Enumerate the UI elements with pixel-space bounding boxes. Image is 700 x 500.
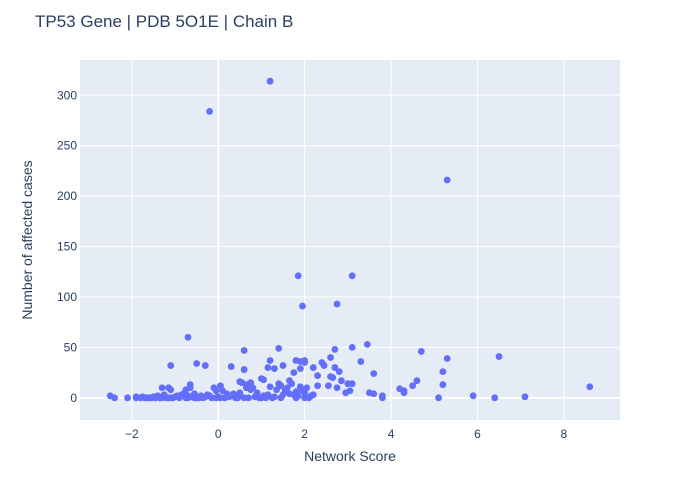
data-point <box>443 355 451 362</box>
data-point <box>201 362 209 369</box>
data-point <box>227 363 235 370</box>
data-points <box>106 77 594 402</box>
x-tick-label: 4 <box>388 427 395 441</box>
data-point <box>469 392 477 400</box>
data-point <box>296 365 304 372</box>
data-point <box>286 377 293 385</box>
data-point <box>206 108 214 115</box>
data-point <box>264 364 272 371</box>
data-point <box>193 360 201 367</box>
x-tick-label: 8 <box>560 427 567 441</box>
data-point <box>186 381 194 389</box>
data-point <box>271 365 278 372</box>
data-point <box>294 272 302 280</box>
data-point <box>439 381 447 389</box>
data-point <box>348 272 356 280</box>
data-point <box>277 382 285 390</box>
data-point <box>266 357 274 364</box>
data-point <box>400 387 408 395</box>
y-tick-label: 0 <box>70 391 77 405</box>
data-point <box>327 354 334 361</box>
data-point <box>301 359 309 366</box>
data-point <box>111 394 118 402</box>
grid-lines <box>80 60 620 420</box>
data-point <box>586 383 594 391</box>
data-point <box>212 387 220 395</box>
data-point <box>273 386 280 394</box>
data-point <box>439 368 447 375</box>
data-point <box>299 302 306 310</box>
data-point <box>346 387 354 395</box>
x-tick-label: 2 <box>301 427 308 441</box>
data-point <box>331 346 339 353</box>
x-tick-label: −2 <box>125 427 139 441</box>
data-point <box>325 382 332 390</box>
data-point <box>327 373 334 381</box>
data-point <box>266 77 274 85</box>
y-tick-label: 300 <box>57 88 77 102</box>
data-point <box>314 382 321 390</box>
data-point <box>309 364 317 371</box>
data-point <box>333 300 341 308</box>
x-tick-label: 6 <box>474 427 481 441</box>
data-point <box>337 377 345 385</box>
data-point <box>370 370 378 378</box>
data-point <box>275 345 283 352</box>
data-point <box>521 393 529 401</box>
data-point <box>271 393 278 401</box>
x-axis-title: Network Score <box>304 448 396 464</box>
data-point <box>236 378 244 386</box>
data-point <box>409 382 417 390</box>
data-point <box>348 343 356 351</box>
y-axis-ticks: 0 50 100 150 200 250 300 <box>57 88 77 405</box>
data-point <box>158 384 166 392</box>
x-tick-label: 0 <box>215 427 222 441</box>
data-point <box>266 383 274 391</box>
data-point <box>413 377 421 385</box>
data-point <box>370 390 378 398</box>
data-point <box>303 384 311 392</box>
data-point <box>240 366 248 373</box>
data-point <box>333 384 341 392</box>
data-point <box>335 368 343 375</box>
data-point <box>314 372 321 380</box>
data-point <box>363 340 371 348</box>
data-point <box>290 369 298 377</box>
data-point <box>279 362 287 369</box>
data-point <box>240 347 248 354</box>
data-point <box>283 384 291 392</box>
data-point <box>247 379 255 387</box>
y-axis-title: Number of affected cases <box>19 160 35 319</box>
y-tick-label: 200 <box>57 189 77 203</box>
y-tick-label: 250 <box>57 139 77 153</box>
x-axis-ticks: −2 0 2 4 6 8 <box>125 427 568 441</box>
data-point <box>344 380 352 388</box>
data-point <box>245 394 252 402</box>
data-point <box>167 386 175 394</box>
data-point <box>184 333 192 341</box>
data-point <box>309 391 317 399</box>
data-point <box>491 394 499 402</box>
data-point <box>318 359 326 366</box>
data-point <box>443 176 451 184</box>
data-point <box>379 392 386 400</box>
y-tick-label: 100 <box>57 290 77 304</box>
data-point <box>435 394 442 402</box>
data-point <box>258 375 265 383</box>
data-point <box>124 394 131 402</box>
data-point <box>417 348 425 355</box>
plot-background <box>80 60 620 420</box>
data-point <box>331 364 339 371</box>
y-tick-label: 150 <box>57 240 77 254</box>
data-point <box>294 392 302 400</box>
y-tick-label: 50 <box>64 340 78 354</box>
data-point <box>167 362 175 369</box>
data-point <box>495 353 503 360</box>
data-point <box>357 358 365 365</box>
chart-title: TP53 Gene | PDB 5O1E | Chain B <box>35 12 294 31</box>
